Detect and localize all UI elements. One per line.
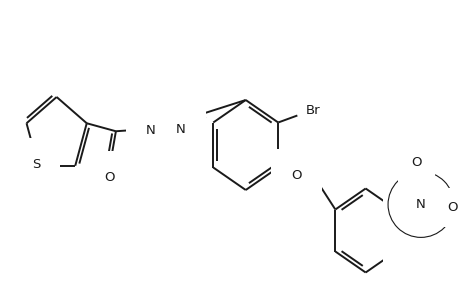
Text: O: O	[291, 169, 301, 182]
Text: N: N	[415, 198, 425, 211]
Text: O: O	[411, 156, 421, 169]
Text: O: O	[446, 201, 457, 214]
Text: N: N	[146, 124, 156, 137]
Text: N: N	[176, 123, 185, 136]
Text: Br: Br	[305, 104, 319, 117]
Text: O: O	[104, 171, 114, 184]
Text: S: S	[32, 158, 40, 171]
Text: H: H	[147, 118, 154, 128]
